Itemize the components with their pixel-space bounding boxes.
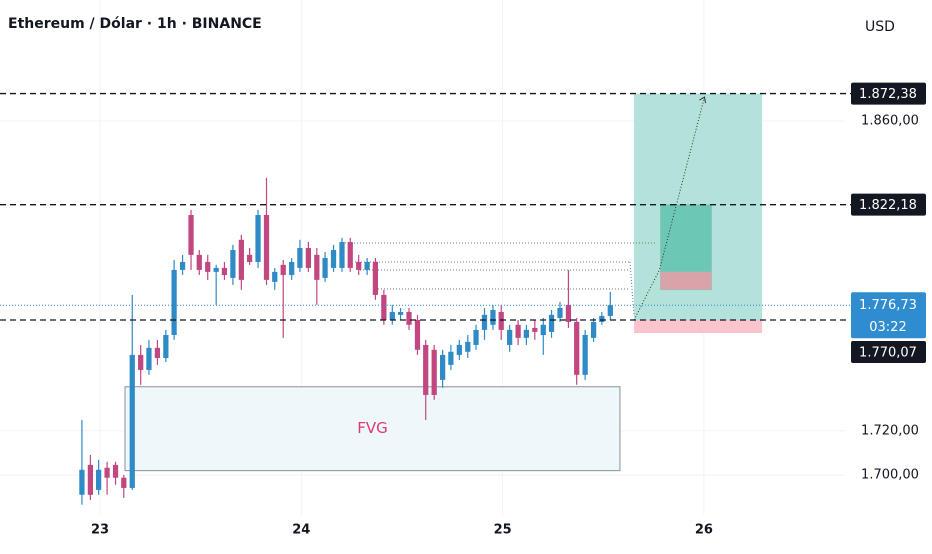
candle-body <box>322 257 328 278</box>
x-tick-label: 26 <box>695 523 713 538</box>
candle-body <box>138 354 144 370</box>
candle-body <box>532 327 538 332</box>
candle-body <box>163 334 169 358</box>
candle-body <box>548 314 555 332</box>
fvg-label: FVG <box>357 419 388 437</box>
candle-body <box>255 215 261 262</box>
candle-body <box>397 311 404 315</box>
candle-body <box>188 215 194 255</box>
current-price-box <box>851 292 926 339</box>
candle-body <box>196 254 202 270</box>
level-label-box <box>851 82 926 105</box>
candle-body <box>465 341 471 352</box>
background-drawings: FVG <box>124 93 763 472</box>
candle-body <box>230 249 236 278</box>
candle-body <box>280 264 286 276</box>
candle-body <box>507 329 513 345</box>
candle-body <box>347 242 353 268</box>
x-tick-label: 24 <box>292 523 310 538</box>
candle-body <box>607 305 613 316</box>
candles <box>79 177 613 505</box>
projection-arrow <box>699 96 706 104</box>
candle-body <box>440 354 446 380</box>
candle-body <box>179 261 186 270</box>
dotted-guides <box>345 242 655 317</box>
candle-body <box>129 354 135 488</box>
candle-body <box>414 319 421 350</box>
y-tick-label: 1.700,00 <box>861 468 919 483</box>
candle-body <box>389 311 395 320</box>
candle-body <box>121 477 127 488</box>
candle-body <box>599 315 605 322</box>
candle-body <box>330 249 337 268</box>
x-tick-label: 25 <box>494 523 512 538</box>
candle-body <box>305 248 311 268</box>
position-zone <box>660 204 712 273</box>
candle-body <box>523 329 529 338</box>
candle-body <box>87 464 93 495</box>
candle-body <box>364 261 370 270</box>
chart-title: Ethereum / Dólar · 1h · BINANCE <box>8 16 262 32</box>
candle-body <box>96 469 102 490</box>
candle-body <box>515 324 521 338</box>
candle-body <box>339 242 345 268</box>
candle-body <box>213 267 219 272</box>
price-axis: 1.700,00 1.720,00 1.860,00 23 24 25 26 1.872,38… <box>91 82 932 538</box>
candle-body <box>381 294 387 320</box>
level-label: 1.822,18 <box>859 198 917 213</box>
candle-body <box>146 347 152 370</box>
candle-body <box>473 329 479 345</box>
candle-body <box>205 261 211 272</box>
candle-body <box>263 215 270 280</box>
candle-body <box>582 334 588 375</box>
candle-body <box>356 261 362 270</box>
candle-body <box>104 467 110 478</box>
candle-body <box>456 344 462 355</box>
position-zone <box>660 271 712 291</box>
current-price-label: 1.776,73 <box>859 298 917 313</box>
guide-line <box>629 261 635 317</box>
candle-body <box>238 239 244 280</box>
entry-label: 1.770,07 <box>859 345 917 360</box>
projection-line <box>633 96 705 321</box>
candle-body <box>423 344 429 395</box>
foreground-drawings <box>0 92 851 321</box>
candle-body <box>557 307 563 318</box>
entry-label-box <box>851 340 926 363</box>
candle-body <box>481 314 488 330</box>
x-tick-label: 23 <box>91 523 109 538</box>
y-tick-label: 1.720,00 <box>861 423 919 438</box>
candle-body <box>590 321 597 338</box>
level-label: 1.872,38 <box>859 87 917 102</box>
fvg-zone <box>124 386 621 472</box>
candle-body <box>289 261 295 276</box>
candle-body <box>79 469 85 495</box>
candle-body <box>498 311 504 330</box>
candle-body <box>246 254 253 262</box>
candle-body <box>112 464 119 478</box>
candle-body <box>574 321 580 375</box>
candle-body <box>490 309 496 325</box>
candle-body <box>565 304 572 322</box>
candle-body <box>431 349 437 395</box>
candle-body <box>540 324 546 335</box>
candle-body <box>314 254 320 280</box>
countdown-label: 03:22 <box>869 320 906 335</box>
stop-zone <box>634 319 763 333</box>
candle-body <box>221 267 228 276</box>
candle-body <box>297 248 303 268</box>
currency-label: USD <box>865 19 895 35</box>
candle-body <box>448 351 454 365</box>
candle-body <box>372 261 379 295</box>
candle-body <box>406 311 412 325</box>
candle-body <box>171 269 177 335</box>
level-label-box <box>851 193 926 216</box>
y-tick-label: 1.860,00 <box>861 113 919 128</box>
candle-body <box>272 271 278 282</box>
candle-body <box>154 347 161 358</box>
